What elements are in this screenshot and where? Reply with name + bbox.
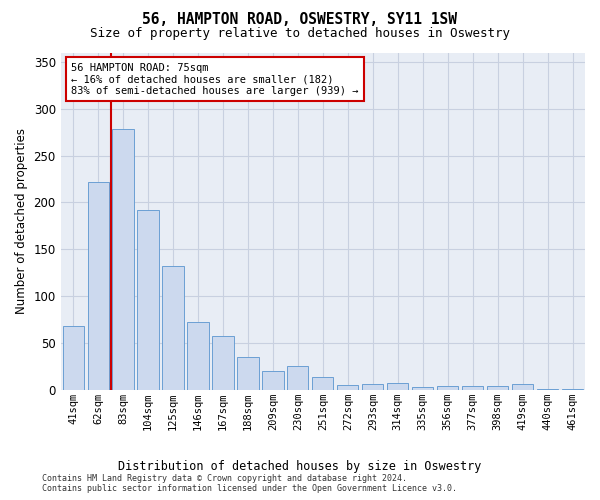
Bar (412, 387, 433, 390)
Bar (163, 266, 184, 390)
Text: Distribution of detached houses by size in Oswestry: Distribution of detached houses by size … (118, 460, 482, 473)
Bar (262, 371, 284, 390)
Bar (387, 383, 409, 390)
Text: Size of property relative to detached houses in Oswestry: Size of property relative to detached ho… (90, 28, 510, 40)
Bar (137, 210, 158, 390)
Bar (312, 376, 334, 390)
Bar (462, 386, 483, 390)
Text: Contains HM Land Registry data © Crown copyright and database right 2024.: Contains HM Land Registry data © Crown c… (42, 474, 407, 483)
Bar (212, 336, 233, 390)
Bar (437, 386, 458, 390)
Text: 56, HAMPTON ROAD, OSWESTRY, SY11 1SW: 56, HAMPTON ROAD, OSWESTRY, SY11 1SW (143, 12, 458, 28)
Y-axis label: Number of detached properties: Number of detached properties (15, 128, 28, 314)
Bar (112, 130, 134, 390)
Bar (337, 385, 358, 390)
Bar (287, 366, 308, 390)
Bar (238, 357, 259, 390)
Bar (562, 389, 583, 390)
Text: 56 HAMPTON ROAD: 75sqm
← 16% of detached houses are smaller (182)
83% of semi-de: 56 HAMPTON ROAD: 75sqm ← 16% of detached… (71, 62, 359, 96)
Bar (88, 182, 109, 390)
Bar (512, 384, 533, 390)
Bar (537, 389, 558, 390)
Bar (487, 386, 508, 390)
Text: Contains public sector information licensed under the Open Government Licence v3: Contains public sector information licen… (42, 484, 457, 493)
Bar (62, 326, 84, 390)
Bar (362, 384, 383, 390)
Bar (187, 322, 209, 390)
